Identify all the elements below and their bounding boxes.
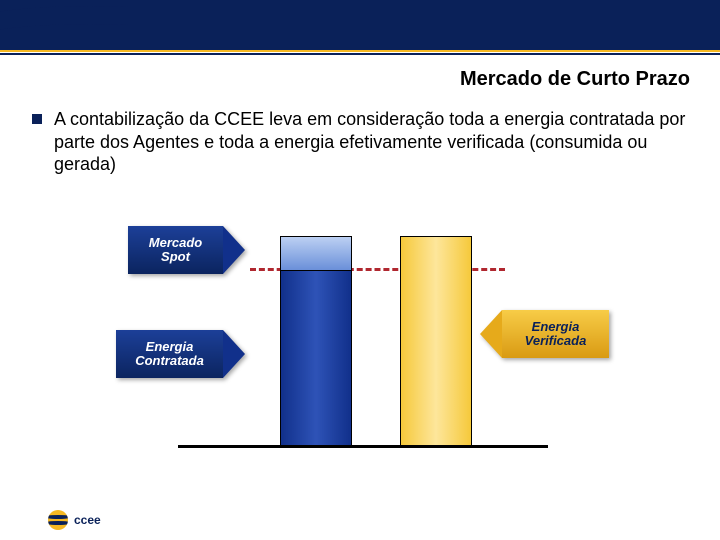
arrow-energia-verificada: Energia Verificada [480, 310, 609, 358]
slide-title: Mercado de Curto Prazo [460, 68, 690, 91]
bar-contratada [280, 236, 352, 446]
bar-contratada-body [281, 271, 351, 445]
arrow-label: Energia [532, 320, 580, 334]
header-underline [0, 50, 720, 55]
footer-brand: ccee [48, 510, 101, 530]
brand-text: ccee [74, 513, 101, 527]
bullet-square-icon [32, 114, 42, 124]
arrow-label: Mercado [149, 236, 202, 250]
arrow-label: Spot [161, 250, 190, 264]
arrow-right-icon [223, 226, 245, 274]
bar-contratada-cap [281, 237, 351, 271]
bar-verificada [400, 236, 472, 446]
slide-header [0, 0, 720, 50]
arrow-right-icon [223, 330, 245, 378]
bullet-text: A contabilização da CCEE leva em conside… [54, 108, 688, 176]
arrow-energia-contratada: Energia Contratada [116, 330, 245, 378]
brand-logo-icon [48, 510, 68, 530]
arrow-left-icon [480, 310, 502, 358]
axis-baseline [178, 445, 548, 448]
diagram-area: Mercado Spot Energia Contratada Energia … [0, 210, 720, 470]
arrow-mercado-spot: Mercado Spot [128, 226, 245, 274]
header-arc-logo [0, 0, 130, 50]
arrow-label: Verificada [525, 334, 587, 348]
bullet-item: A contabilização da CCEE leva em conside… [32, 108, 688, 176]
arrow-label: Contratada [135, 354, 204, 368]
arrow-label: Energia [146, 340, 194, 354]
